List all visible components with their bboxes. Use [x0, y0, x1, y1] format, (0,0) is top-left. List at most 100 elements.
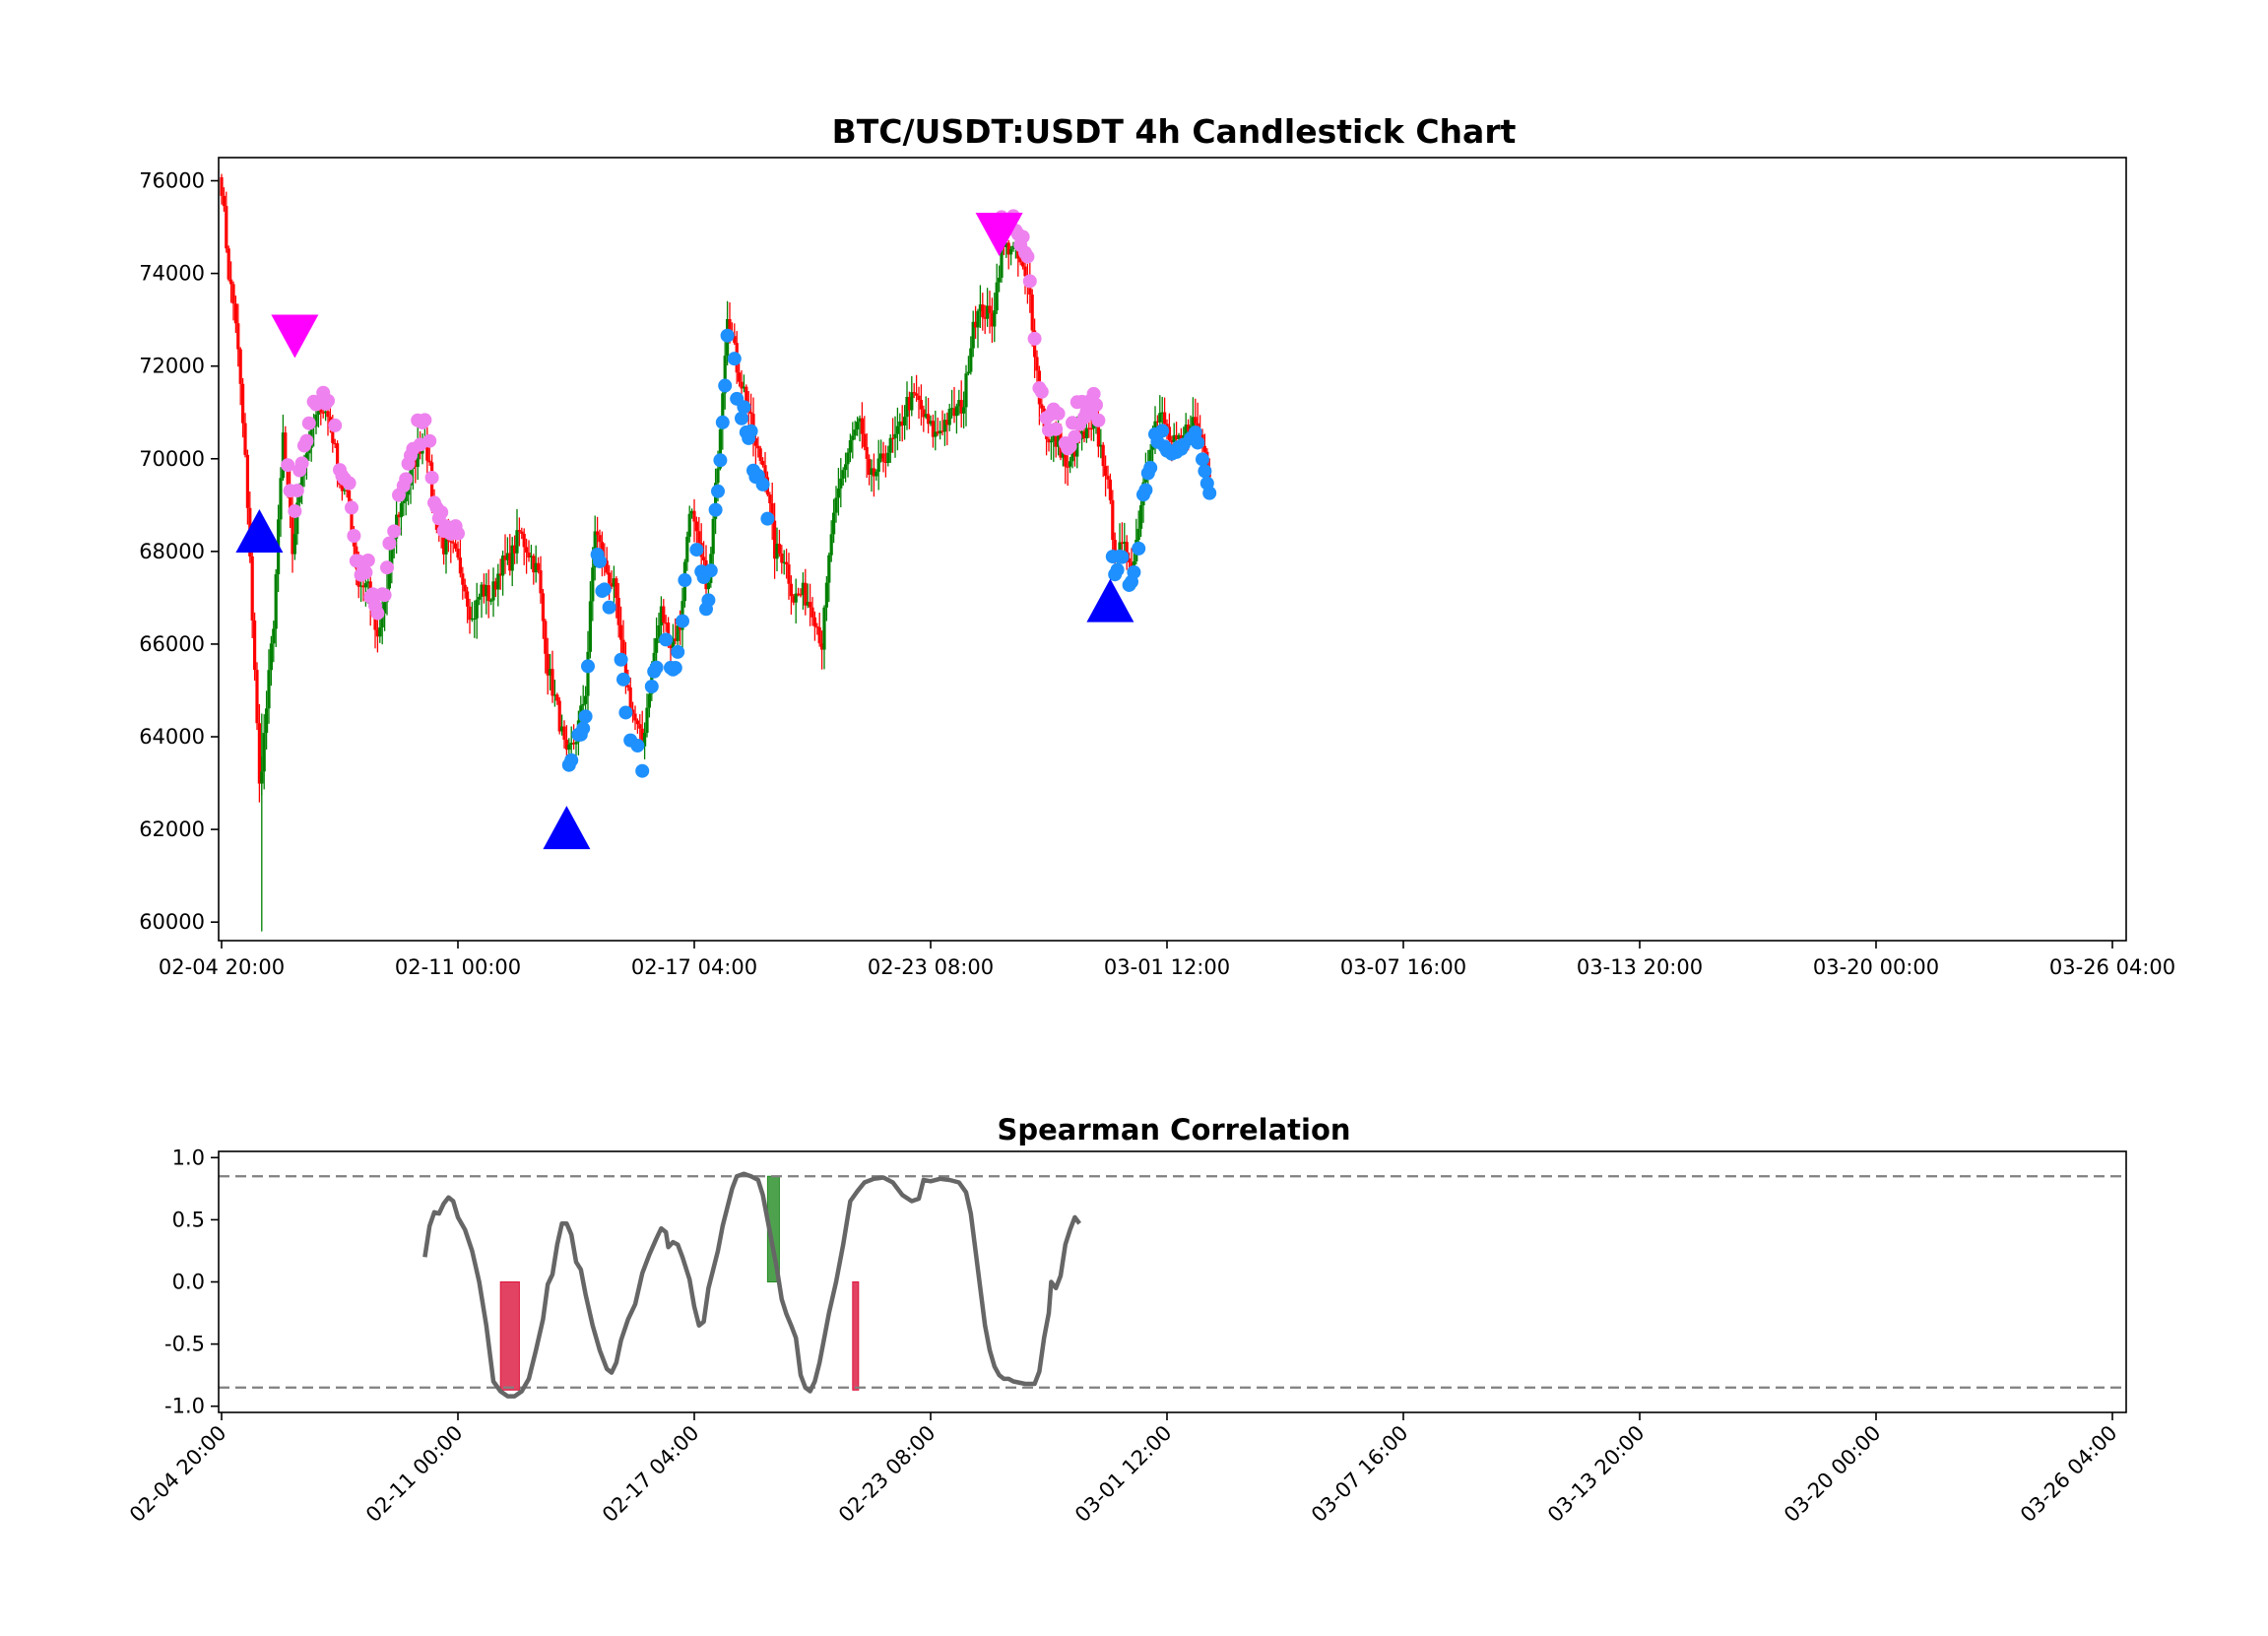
band-dot: [616, 672, 630, 687]
candle: [770, 482, 774, 541]
band-dot: [737, 400, 751, 415]
candle: [478, 593, 482, 606]
candle: [782, 550, 786, 575]
band-dot: [328, 418, 343, 432]
candlestick-panel: BTC/USDT:USDT 4h Candlestick Chart 60000…: [139, 112, 2175, 979]
band-dot: [1051, 406, 1066, 421]
band-dot: [711, 484, 725, 498]
x-tick-label: 03-07 16:00: [1307, 1421, 1413, 1528]
candle: [986, 288, 990, 327]
x-tick-label: 02-23 08:00: [868, 955, 994, 979]
candle: [220, 173, 224, 205]
candle: [605, 547, 609, 575]
candle: [738, 362, 742, 387]
x-tick-label: 03-01 12:00: [1070, 1421, 1177, 1528]
buy-signal-triangle: [1086, 578, 1134, 622]
candle: [692, 498, 696, 543]
band-dot: [1022, 274, 1037, 289]
x-tick-label: 02-11 00:00: [395, 955, 521, 979]
candle: [690, 508, 694, 519]
candle: [549, 654, 552, 691]
candle: [383, 596, 387, 631]
y-tick-label: 74000: [139, 262, 205, 286]
candle: [671, 623, 675, 651]
candle: [404, 489, 408, 516]
candle: [998, 265, 1002, 293]
candle: [560, 714, 564, 736]
candle: [1066, 454, 1069, 487]
candle: [243, 413, 247, 458]
candle: [761, 457, 765, 468]
candle: [468, 598, 472, 634]
signal-bars: [499, 1175, 860, 1391]
candle: [891, 418, 895, 453]
candle: [824, 575, 828, 622]
candle: [233, 295, 237, 334]
candle: [510, 537, 514, 587]
band-dot: [1143, 460, 1158, 475]
x-tick-label: 02-04 20:00: [125, 1421, 231, 1528]
candle: [539, 556, 543, 604]
candle: [954, 403, 958, 434]
candle: [934, 410, 938, 451]
candle: [456, 541, 460, 560]
band-dot: [1198, 464, 1212, 479]
candle: [267, 649, 271, 724]
candle: [756, 436, 760, 458]
candle: [333, 438, 337, 448]
band-dot: [659, 632, 674, 647]
x-tick-label: 02-17 04:00: [598, 1421, 704, 1528]
candle: [993, 293, 997, 343]
candle: [787, 553, 791, 600]
candle: [610, 570, 614, 590]
candle: [238, 347, 242, 406]
candle: [645, 693, 649, 738]
band-dot: [668, 661, 682, 676]
candle: [489, 598, 493, 606]
candle: [657, 613, 661, 643]
candle: [858, 415, 862, 442]
band-dot: [676, 614, 689, 628]
candle: [236, 303, 240, 367]
candle: [615, 576, 618, 619]
candle: [1069, 456, 1072, 474]
candle: [915, 374, 919, 402]
band-dot: [301, 416, 316, 430]
band-dot: [644, 680, 659, 694]
candle: [919, 384, 923, 426]
spearman-time-x-axis: 02-04 20:00 02-11 00:00 02-17 04:00 02-23 0…: [125, 1412, 2122, 1527]
candle: [1194, 398, 1198, 428]
candle: [1096, 404, 1100, 458]
candle: [868, 454, 872, 486]
candle: [272, 621, 276, 663]
candle: [895, 407, 899, 451]
band-dot: [1068, 429, 1082, 444]
band-dot: [701, 593, 716, 608]
y-tick-label: 62000: [139, 818, 205, 841]
buy-signal-triangle: [543, 806, 591, 850]
band-dot: [760, 511, 775, 526]
candle: [846, 448, 850, 478]
band-dot: [1191, 435, 1205, 450]
band-dot: [321, 393, 335, 408]
candle: [714, 468, 718, 535]
candle: [969, 336, 973, 375]
candle: [503, 534, 507, 574]
y-tick-label: 0.0: [172, 1271, 205, 1294]
candle: [815, 622, 819, 635]
candle: [749, 393, 753, 429]
band-dot: [564, 753, 579, 767]
candle: [461, 566, 465, 600]
candle: [974, 305, 978, 339]
candle: [1167, 413, 1171, 443]
band-dot: [614, 652, 628, 667]
candle: [952, 386, 956, 424]
candle: [829, 520, 833, 562]
candle: [775, 527, 779, 572]
candle: [616, 582, 620, 638]
candle: [685, 531, 689, 571]
candle: [929, 415, 933, 426]
candle: [257, 703, 261, 803]
band-dot: [281, 458, 295, 473]
candle: [733, 323, 737, 346]
